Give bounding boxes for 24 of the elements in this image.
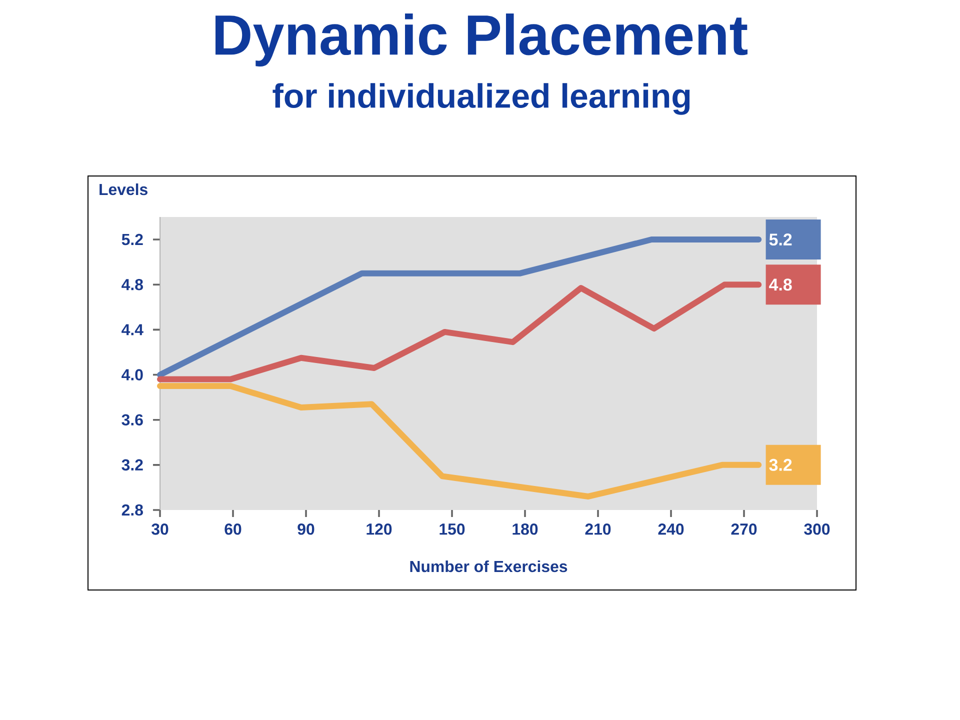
y-tick-label: 5.2 bbox=[122, 234, 143, 246]
chart-title: Dynamic Placement bbox=[216, 14, 748, 66]
x-tick-label: 120 bbox=[366, 524, 392, 535]
x-tick-label: 30 bbox=[151, 524, 168, 535]
data-label: 3.2 bbox=[769, 458, 792, 471]
data-label: 5.2 bbox=[769, 234, 792, 246]
y-tick-label: 3.2 bbox=[122, 459, 143, 471]
y-tick-label: 2.8 bbox=[122, 504, 143, 516]
x-tick-label: 300 bbox=[804, 524, 830, 535]
data-label: 4.8 bbox=[769, 278, 792, 291]
x-tick-label: 270 bbox=[731, 524, 757, 535]
y-tick-label: 4.0 bbox=[122, 369, 143, 380]
chart-subtitle: for individualized learning bbox=[272, 83, 690, 115]
y-tick-label: 4.4 bbox=[122, 324, 144, 336]
x-tick-label: 240 bbox=[658, 524, 684, 535]
x-axis-title: Number of Exercises bbox=[410, 560, 568, 572]
y-tick-label: 4.8 bbox=[122, 278, 143, 290]
y-tick-label: 3.6 bbox=[122, 414, 143, 426]
x-tick-label: 90 bbox=[298, 524, 314, 535]
x-tick-label: 150 bbox=[440, 524, 465, 535]
y-axis-title: Levels bbox=[100, 183, 148, 196]
x-tick-label: 210 bbox=[585, 524, 611, 535]
x-tick-label: 180 bbox=[512, 524, 538, 535]
x-tick-label: 60 bbox=[224, 524, 242, 535]
